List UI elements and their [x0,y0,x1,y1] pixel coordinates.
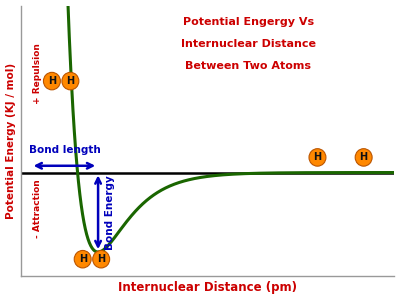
Y-axis label: Potential Energy (KJ / mol): Potential Energy (KJ / mol) [6,63,16,219]
Text: Bond Energy: Bond Energy [105,175,115,250]
X-axis label: Internuclear Distance (pm): Internuclear Distance (pm) [118,281,297,294]
Text: Internuclear Distance: Internuclear Distance [181,39,316,49]
Text: H: H [314,152,322,162]
Circle shape [62,72,79,90]
Text: Between Two Atoms: Between Two Atoms [185,61,311,71]
Text: H: H [360,152,368,162]
Text: - Attraction: - Attraction [34,179,42,238]
Text: + Repulsion: + Repulsion [34,43,42,104]
Text: H: H [48,76,56,86]
Circle shape [93,250,110,268]
Text: H: H [97,254,105,264]
Circle shape [74,250,91,268]
Circle shape [309,149,326,166]
Text: Potential Engergy Vs: Potential Engergy Vs [183,17,314,28]
Text: H: H [66,76,74,86]
Text: Bond length: Bond length [28,145,100,154]
Circle shape [355,149,372,166]
Circle shape [44,72,60,90]
Text: H: H [79,254,87,264]
